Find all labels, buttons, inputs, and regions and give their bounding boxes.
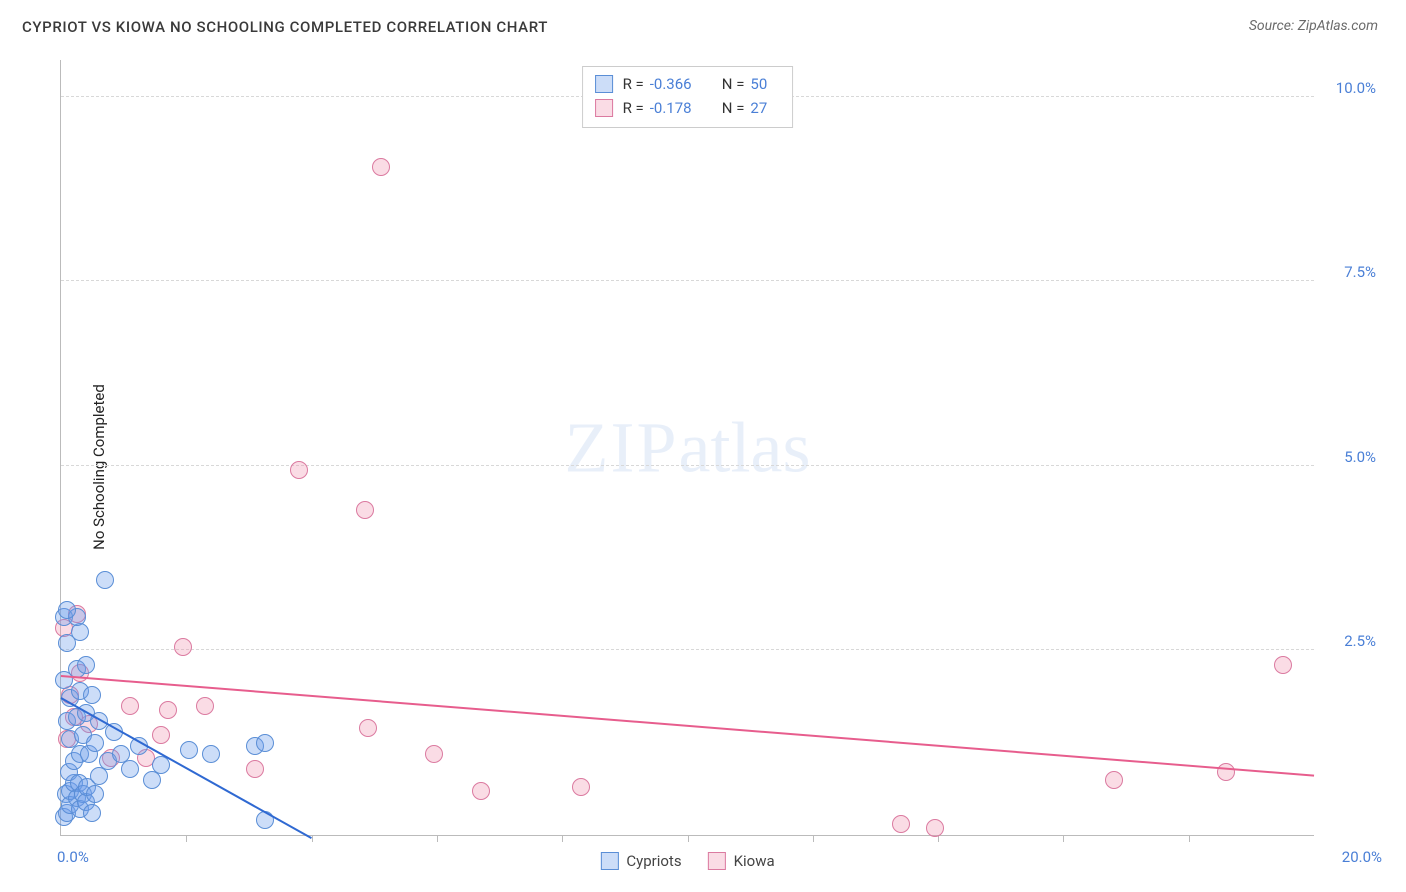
x-tick	[1063, 835, 1064, 842]
n-value-cypriots: 50	[750, 75, 780, 93]
x-tick	[186, 835, 187, 842]
data-point-cypriots	[77, 656, 95, 674]
data-point-kiowa	[572, 778, 590, 796]
data-point-cypriots	[96, 571, 114, 589]
data-point-kiowa	[1274, 656, 1292, 674]
data-point-cypriots	[86, 734, 104, 752]
x-tick	[312, 835, 313, 842]
stats-row-cypriots: R = -0.366 N = 50	[595, 72, 781, 96]
data-point-kiowa	[1105, 771, 1123, 789]
data-point-kiowa	[121, 697, 139, 715]
data-point-kiowa	[472, 782, 490, 800]
data-point-kiowa	[892, 815, 910, 833]
n-value-kiowa: 27	[750, 99, 780, 117]
swatch-kiowa	[595, 99, 613, 117]
r-value-kiowa: -0.178	[650, 99, 712, 117]
x-tick	[688, 835, 689, 842]
x-axis-max-label: 20.0%	[1342, 848, 1382, 866]
x-tick	[437, 835, 438, 842]
data-point-kiowa	[196, 697, 214, 715]
stats-legend: R = -0.366 N = 50 R = -0.178 N = 27	[582, 66, 794, 128]
x-tick	[1189, 835, 1190, 842]
plot-area: ZIPatlas R = -0.366 N = 50 R = -0.178 N …	[60, 60, 1314, 836]
legend-item-kiowa: Kiowa	[708, 852, 775, 870]
data-point-cypriots	[121, 760, 139, 778]
series-legend: Cypriots Kiowa	[600, 852, 774, 870]
data-point-cypriots	[202, 745, 220, 763]
r-value-cypriots: -0.366	[650, 75, 712, 93]
swatch-cypriots	[595, 75, 613, 93]
data-point-kiowa	[926, 819, 944, 837]
data-point-kiowa	[1217, 763, 1235, 781]
data-point-kiowa	[359, 719, 377, 737]
watermark: ZIPatlas	[565, 406, 811, 489]
x-tick	[562, 835, 563, 842]
legend-item-cypriots: Cypriots	[600, 852, 681, 870]
data-point-kiowa	[246, 760, 264, 778]
data-point-kiowa	[174, 638, 192, 656]
data-point-kiowa	[372, 158, 390, 176]
x-tick	[938, 835, 939, 842]
chart-container: No Schooling Completed ZIPatlas R = -0.3…	[22, 50, 1384, 884]
x-tick	[813, 835, 814, 842]
chart-title: CYPRIOT VS KIOWA NO SCHOOLING COMPLETED …	[22, 18, 548, 36]
data-point-cypriots	[86, 785, 104, 803]
data-point-cypriots	[58, 601, 76, 619]
y-tick-label: 10.0%	[1336, 79, 1376, 97]
data-point-kiowa	[290, 461, 308, 479]
data-point-kiowa	[425, 745, 443, 763]
swatch-cypriots-2	[600, 852, 618, 870]
data-point-cypriots	[83, 686, 101, 704]
data-point-kiowa	[159, 701, 177, 719]
y-tick-label: 7.5%	[1344, 263, 1376, 281]
data-point-cypriots	[256, 734, 274, 752]
y-tick-label: 5.0%	[1344, 448, 1376, 466]
gridline	[61, 280, 1314, 281]
x-axis-min-label: 0.0%	[57, 848, 89, 866]
source-credit: Source: ZipAtlas.com	[1249, 18, 1378, 34]
stats-row-kiowa: R = -0.178 N = 27	[595, 96, 781, 120]
data-point-kiowa	[356, 501, 374, 519]
gridline	[61, 465, 1314, 466]
data-point-cypriots	[180, 741, 198, 759]
swatch-kiowa-2	[708, 852, 726, 870]
data-point-cypriots	[83, 804, 101, 822]
y-tick-label: 2.5%	[1344, 632, 1376, 650]
data-point-kiowa	[152, 726, 170, 744]
gridline	[61, 649, 1314, 650]
